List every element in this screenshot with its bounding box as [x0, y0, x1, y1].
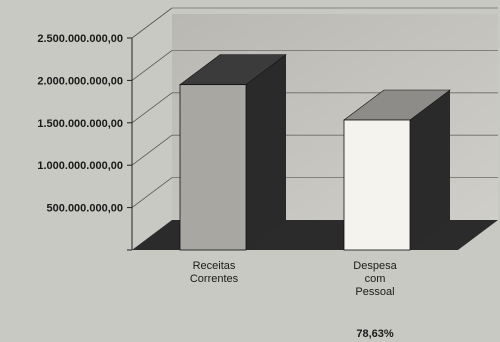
category-label-line: Correntes	[190, 273, 239, 285]
category-label-line: com	[365, 273, 386, 285]
category-label-line: Despesa	[353, 260, 397, 272]
gridline-diagonal	[131, 177, 173, 208]
percentage-annotation: 78,63%	[356, 328, 394, 340]
category-label-despesa-com-pessoal: Despesa com Pessoal	[353, 260, 397, 298]
bar-side	[410, 90, 450, 250]
bar-0	[179, 54, 287, 251]
bar-side	[246, 54, 286, 250]
bar-front	[179, 84, 247, 251]
category-label-line: Pessoal	[355, 286, 394, 298]
y-tick-label: 1.500.000.000,00	[37, 118, 123, 130]
category-label-line: Receitas	[193, 260, 236, 272]
y-tick-label: 2.000.000.000,00	[37, 75, 123, 87]
gridline-diagonal	[131, 50, 173, 81]
y-tick-label: 500.000.000,00	[47, 203, 123, 215]
bar-front	[343, 119, 411, 251]
gridline-diagonal	[131, 134, 173, 166]
category-label-receitas-correntes: Receitas Correntes	[190, 260, 239, 285]
y-tick-label: 1.000.000.000,00	[37, 160, 123, 172]
y-tick-label: 2.500.000.000,00	[37, 33, 123, 45]
gridline-diagonal	[131, 7, 173, 39]
y-axis: 500.000.000,00 1.000.000.000,00 1.500.000.…	[37, 33, 133, 251]
bar-1	[343, 89, 451, 251]
gridline-diagonal	[131, 92, 173, 124]
bars	[179, 54, 451, 251]
